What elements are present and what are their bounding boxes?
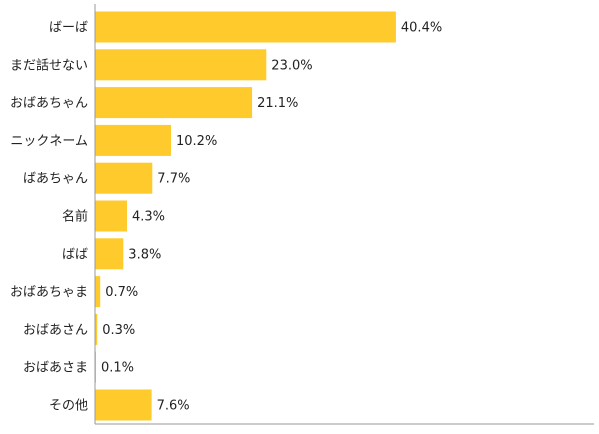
value-label: 23.0% (271, 58, 312, 73)
bar-2 (95, 49, 267, 81)
value-label: 7.6% (157, 399, 190, 414)
bar-4 (95, 124, 171, 156)
bar-8 (95, 276, 101, 308)
bar-11 (95, 389, 152, 421)
value-label: 40.4% (401, 21, 442, 36)
bar-3 (95, 87, 253, 119)
category-label: おばあちゃま (10, 285, 88, 300)
bar-5 (95, 162, 153, 194)
value-label: 21.1% (257, 96, 298, 111)
category-label: まだ話せない (10, 57, 88, 73)
plot-area: ばーば 40.4% まだ話せない 23.0% おばあちゃん 21.1% ニックネーム 10.2… (10, 4, 594, 425)
category-label: おばあさま (23, 361, 88, 376)
category-label: ばあちゃん (23, 172, 88, 187)
value-label: 7.7% (157, 172, 190, 187)
category-label: ばば (62, 247, 88, 262)
value-label: 3.8% (128, 247, 161, 262)
value-label: 0.1% (101, 361, 134, 376)
bar-9 (95, 313, 98, 345)
category-label: その他 (49, 399, 88, 414)
value-label: 0.7% (105, 285, 138, 300)
category-label: 名前 (62, 209, 88, 225)
value-label: 10.2% (176, 134, 217, 149)
category-label: ばーば (49, 21, 88, 36)
bar-7 (95, 238, 124, 270)
bar-6 (95, 200, 127, 232)
value-label: 4.3% (132, 210, 165, 225)
category-label: ニックネーム (10, 134, 88, 149)
value-label: 0.3% (102, 323, 135, 338)
category-label: おばあちゃん (10, 96, 88, 111)
category-label: おばあさん (23, 323, 88, 338)
bar-1 (95, 11, 396, 43)
